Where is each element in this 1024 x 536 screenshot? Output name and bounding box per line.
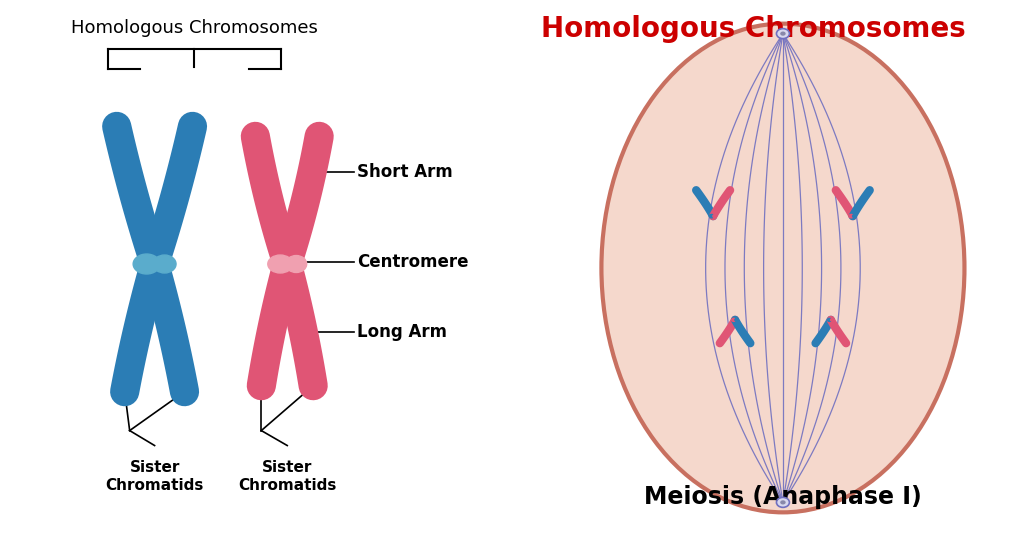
Text: Long Arm: Long Arm: [357, 323, 447, 341]
Ellipse shape: [735, 318, 738, 321]
Text: Sister
Chromatids: Sister Chromatids: [105, 460, 204, 493]
Ellipse shape: [776, 497, 790, 508]
Ellipse shape: [780, 500, 785, 504]
Ellipse shape: [780, 32, 785, 36]
Ellipse shape: [849, 214, 853, 218]
Ellipse shape: [133, 254, 160, 274]
Ellipse shape: [710, 214, 714, 218]
Text: Meiosis (Anaphase I): Meiosis (Anaphase I): [644, 486, 922, 509]
Ellipse shape: [827, 318, 831, 322]
Ellipse shape: [830, 318, 834, 321]
Ellipse shape: [776, 28, 790, 39]
Ellipse shape: [154, 255, 176, 273]
Text: Homologous Chromosomes: Homologous Chromosomes: [71, 19, 317, 36]
Ellipse shape: [268, 255, 293, 273]
Text: Centromere: Centromere: [357, 253, 469, 271]
Ellipse shape: [732, 318, 735, 322]
Ellipse shape: [713, 214, 717, 218]
Text: Homologous Chromosomes: Homologous Chromosomes: [541, 14, 966, 43]
Ellipse shape: [853, 214, 856, 218]
Text: Short Arm: Short Arm: [357, 163, 453, 181]
Ellipse shape: [601, 24, 965, 512]
Ellipse shape: [286, 256, 307, 272]
Text: Sister
Chromatids: Sister Chromatids: [238, 460, 337, 493]
